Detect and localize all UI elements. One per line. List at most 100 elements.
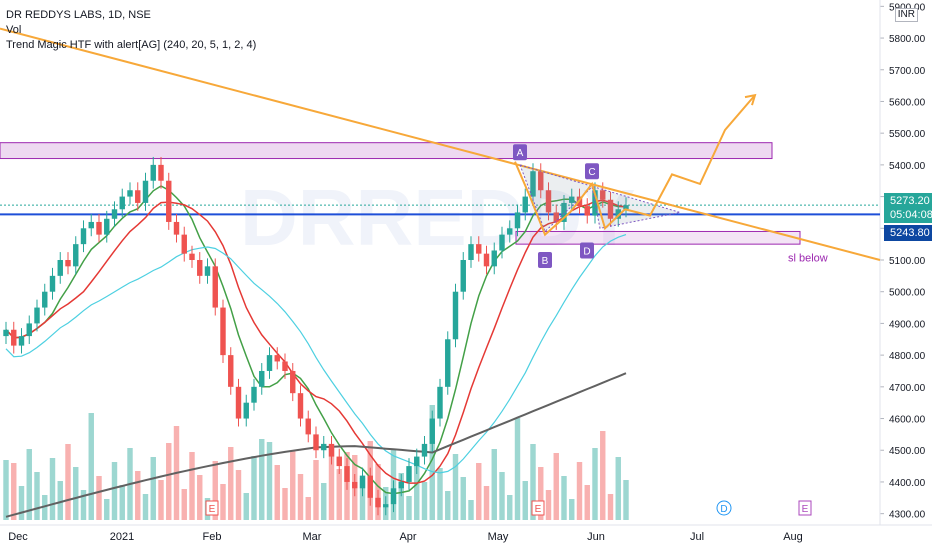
volume-bar — [42, 495, 48, 520]
volume-bar — [313, 460, 319, 520]
volume-bar — [150, 457, 156, 520]
volume-bar — [615, 457, 621, 520]
candle-body — [468, 244, 474, 260]
candle-body — [42, 291, 48, 308]
candle-body — [499, 234, 505, 251]
volume-bar — [406, 496, 412, 520]
volume-bar — [181, 489, 187, 520]
y-tick-label: 5500.00 — [889, 129, 926, 140]
candle-body — [600, 190, 606, 200]
candle-body — [290, 370, 296, 394]
candle-body — [181, 234, 187, 254]
x-tick-label: Feb — [203, 531, 222, 543]
event-marker-label: E — [209, 504, 216, 515]
volume-bar — [561, 476, 567, 520]
volume-bar — [274, 465, 280, 520]
candle-body — [274, 355, 280, 362]
symbol-title[interactable]: DR REDDYS LABS, 1D, NSE — [6, 9, 151, 21]
symbol-watermark: DRREDDY — [240, 173, 636, 262]
candle-body — [476, 244, 482, 254]
candle-body — [359, 475, 366, 489]
volume-bar — [166, 443, 172, 520]
volume-bar — [460, 477, 466, 520]
candle-body — [11, 329, 17, 346]
volume-bar — [158, 480, 164, 520]
abcd-zigzag — [514, 161, 626, 237]
volume-bar — [359, 478, 366, 520]
volume-bar — [266, 442, 273, 520]
candle-body — [328, 443, 335, 457]
event-marker-label: E — [535, 504, 542, 515]
candle-body — [65, 260, 71, 267]
candle-body — [251, 386, 257, 403]
volume-bar — [530, 444, 536, 520]
volume-bar — [80, 490, 87, 520]
candle-body — [592, 190, 598, 216]
volume-bar — [251, 456, 257, 520]
volume-bar — [398, 473, 404, 520]
candle-body — [142, 180, 149, 203]
candle-body — [18, 336, 25, 346]
x-tick-label: Jun — [587, 531, 605, 543]
volume-bar — [111, 462, 118, 520]
last-price-tag: 5273.20 — [884, 193, 932, 209]
candle-body — [189, 253, 195, 260]
candle-body — [414, 456, 420, 467]
point-label-box — [580, 242, 594, 259]
candle-body — [49, 275, 56, 292]
volume-bar — [607, 494, 614, 520]
volume-bar — [228, 447, 234, 520]
candle-body — [26, 323, 32, 337]
event-marker-bg — [205, 500, 219, 516]
volume-bar — [414, 459, 420, 520]
candle-body — [344, 466, 350, 482]
y-tick-label: 5100.00 — [889, 256, 926, 267]
candle-body — [297, 393, 304, 419]
candle-body — [220, 307, 226, 356]
stop-loss-zone — [515, 230, 801, 245]
candle-body — [150, 164, 156, 181]
candle-body — [445, 339, 451, 387]
candle-body — [429, 418, 435, 444]
sl-below-label: sl below — [788, 253, 828, 265]
descending-trendline — [0, 27, 881, 261]
indicator-label[interactable]: Trend Magic HTF with alert[AG] (240, 20,… — [6, 39, 257, 51]
volume-bar — [452, 454, 459, 520]
candle-body — [127, 190, 133, 197]
candle-body — [375, 497, 381, 508]
candle-body — [228, 355, 234, 387]
candle-body — [406, 466, 412, 482]
volume-bar — [259, 439, 265, 520]
volume-bar — [476, 463, 482, 520]
volume-bar — [499, 472, 505, 520]
event-marker-label: D — [720, 504, 727, 515]
candle-body — [336, 456, 342, 467]
y-tick-label: 5600.00 — [889, 97, 926, 108]
volume-bar — [104, 499, 110, 520]
candle-body — [437, 386, 443, 419]
y-tick-label: 4700.00 — [889, 383, 926, 394]
volume-bar — [437, 468, 443, 520]
candle-body — [607, 199, 614, 219]
volume-bar — [220, 484, 226, 520]
event-marker-bg — [531, 500, 545, 516]
candle-body — [507, 228, 513, 235]
candle-body — [88, 221, 94, 229]
volume-bar — [197, 475, 203, 520]
volume-bar — [305, 497, 311, 520]
volume-label[interactable]: Vol — [6, 24, 22, 36]
volume-bar — [491, 449, 497, 520]
candle-body — [367, 475, 373, 498]
volume-bar — [421, 482, 428, 520]
point-label-box — [538, 252, 552, 268]
y-tick-label: 5700.00 — [889, 66, 926, 77]
x-tick-label: May — [488, 531, 509, 543]
x-tick-label: Jul — [690, 531, 704, 543]
candle-body — [3, 329, 9, 337]
event-marker-label: E — [802, 504, 809, 515]
volume-bar — [290, 451, 296, 520]
candle-body — [197, 260, 203, 276]
